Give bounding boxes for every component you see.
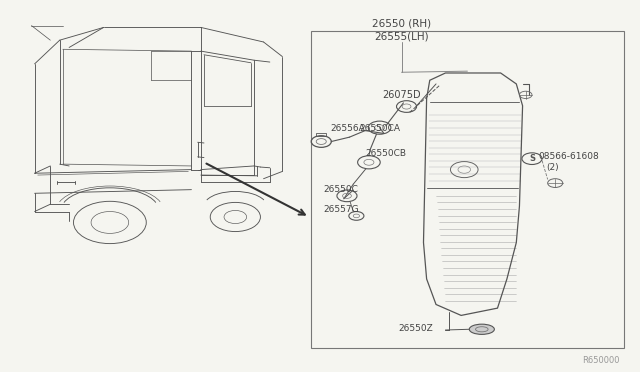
Text: 26550Z: 26550Z (398, 324, 433, 333)
Text: 26550 (RH): 26550 (RH) (372, 19, 431, 29)
Text: 26550C: 26550C (323, 185, 358, 194)
Text: (2): (2) (546, 163, 559, 171)
Text: 26557G: 26557G (323, 205, 359, 214)
Text: S: S (529, 154, 535, 163)
Bar (310, 31, 624, 348)
Text: 26550CB: 26550CB (365, 150, 406, 158)
Text: R650000: R650000 (582, 356, 620, 365)
Bar (316, 133, 326, 136)
Text: 26075D: 26075D (382, 90, 421, 100)
Text: 08566-61608: 08566-61608 (538, 152, 599, 161)
Ellipse shape (469, 324, 494, 334)
Text: 26555(LH): 26555(LH) (374, 32, 429, 42)
Text: 26550CA: 26550CA (360, 124, 401, 133)
Text: 26556A: 26556A (330, 124, 365, 133)
